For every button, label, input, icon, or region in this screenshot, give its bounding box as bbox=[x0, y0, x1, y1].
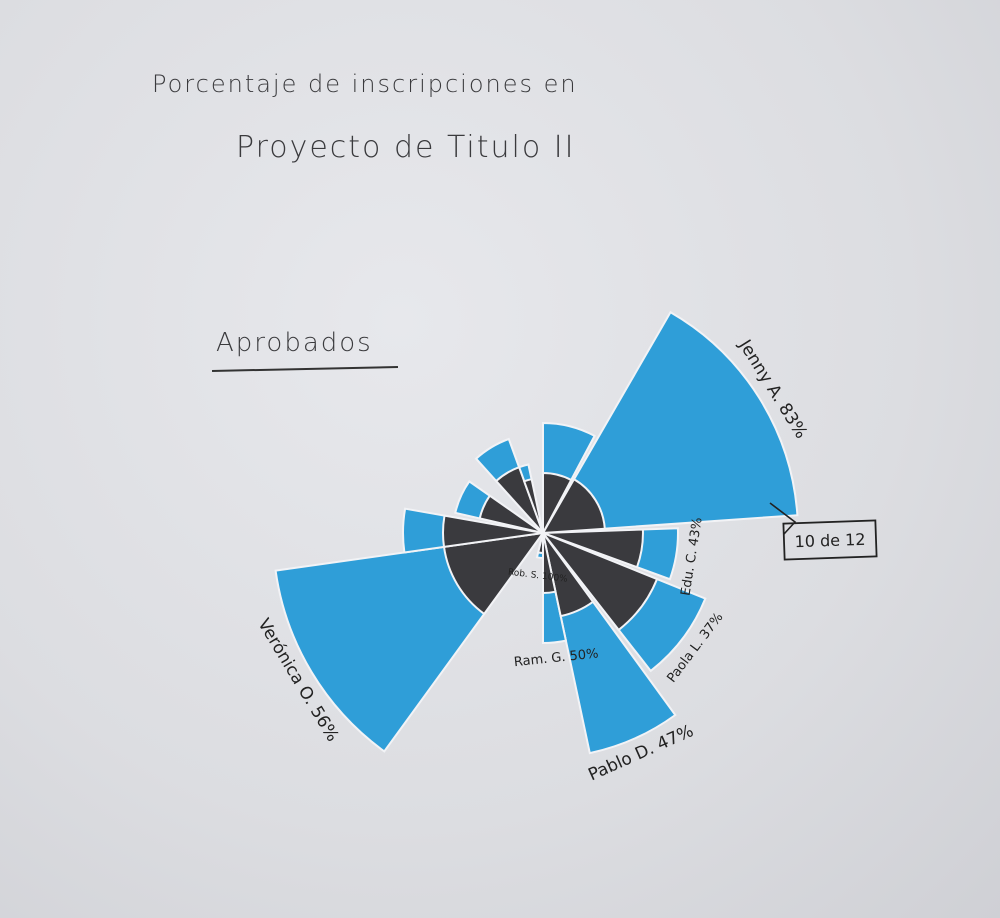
sector-inner-6 bbox=[442, 531, 546, 616]
sector-outer-0 bbox=[541, 310, 799, 535]
sector-inner-11 bbox=[542, 471, 573, 534]
sector-label-1: Edu. C. 43% bbox=[678, 516, 705, 597]
sector-inner-4 bbox=[542, 532, 557, 595]
sector-inner-2 bbox=[539, 530, 659, 632]
annotation-pointer bbox=[769, 502, 797, 535]
section-label-aprobados: Aprobados bbox=[216, 328, 373, 358]
sector-inner-3 bbox=[542, 532, 595, 618]
annotation-text: 10 de 12 bbox=[794, 530, 866, 551]
sector-inner-10 bbox=[522, 478, 544, 534]
chart-title-line-2: Proyecto de Titulo II bbox=[236, 130, 576, 165]
annotation-box bbox=[782, 519, 878, 561]
sector-inner-1 bbox=[542, 528, 644, 569]
sector-inner-9 bbox=[494, 465, 544, 534]
chart-title-line-1: Porcentaje de inscripciones en bbox=[152, 70, 578, 98]
sector-inner-0 bbox=[541, 477, 606, 535]
sector-inner-5 bbox=[536, 532, 544, 555]
sector-inner-7 bbox=[442, 514, 544, 549]
sector-inner-8 bbox=[478, 494, 544, 534]
